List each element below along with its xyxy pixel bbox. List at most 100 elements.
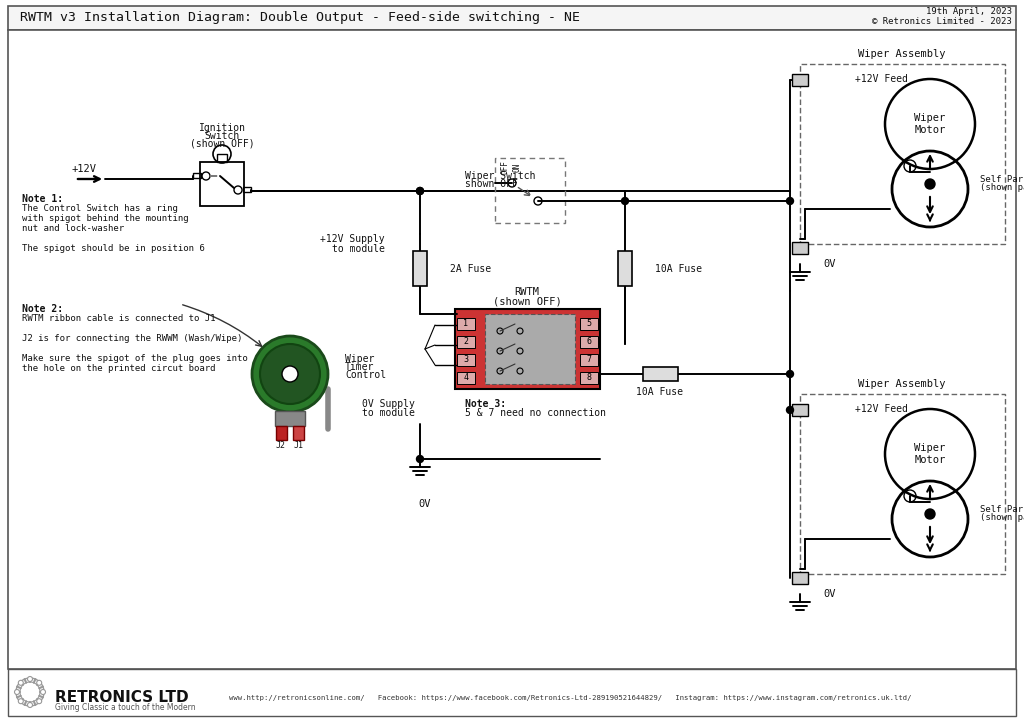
- Text: 0V: 0V: [823, 259, 837, 269]
- FancyBboxPatch shape: [580, 372, 598, 384]
- Circle shape: [260, 344, 319, 404]
- Text: 4: 4: [464, 374, 469, 382]
- Text: the hole on the printed circut board: the hole on the printed circut board: [22, 364, 215, 373]
- FancyBboxPatch shape: [457, 318, 475, 330]
- Text: 10A Fuse: 10A Fuse: [655, 264, 702, 274]
- Text: Wiper
Motor: Wiper Motor: [914, 113, 945, 135]
- Circle shape: [622, 198, 629, 204]
- Text: 7: 7: [587, 355, 592, 364]
- FancyBboxPatch shape: [8, 30, 1016, 669]
- Text: Note 1:: Note 1:: [22, 194, 63, 204]
- Circle shape: [786, 371, 794, 377]
- Circle shape: [417, 455, 424, 463]
- FancyBboxPatch shape: [457, 336, 475, 348]
- Text: Wiper Assembly: Wiper Assembly: [858, 379, 946, 389]
- FancyBboxPatch shape: [413, 251, 427, 286]
- Text: OFF: OFF: [501, 160, 510, 174]
- Text: 2A Fuse: 2A Fuse: [450, 264, 492, 274]
- FancyBboxPatch shape: [457, 354, 475, 366]
- Text: nut and lock-washer: nut and lock-washer: [22, 224, 124, 233]
- Circle shape: [37, 681, 42, 686]
- Text: 3: 3: [464, 355, 469, 364]
- Text: Wiper Switch: Wiper Switch: [465, 171, 536, 181]
- Text: Timer: Timer: [345, 362, 375, 372]
- Text: +12V Feed: +12V Feed: [855, 404, 908, 414]
- FancyBboxPatch shape: [455, 309, 600, 389]
- Text: Wiper
Motor: Wiper Motor: [914, 443, 945, 465]
- Circle shape: [417, 188, 424, 195]
- Circle shape: [252, 336, 328, 412]
- Circle shape: [18, 681, 24, 686]
- FancyBboxPatch shape: [580, 336, 598, 348]
- Circle shape: [925, 509, 935, 519]
- Text: RWTM v3 Installation Diagram: Double Output - Feed-side switching - NE: RWTM v3 Installation Diagram: Double Out…: [20, 12, 580, 25]
- Circle shape: [282, 366, 298, 382]
- Text: Note 2:: Note 2:: [22, 304, 63, 314]
- FancyBboxPatch shape: [580, 318, 598, 330]
- Text: J2 is for connecting the RWWM (Wash/Wipe): J2 is for connecting the RWWM (Wash/Wipe…: [22, 334, 243, 343]
- Text: 1: 1: [464, 319, 469, 329]
- Text: © Retronics Limited - 2023: © Retronics Limited - 2023: [872, 17, 1012, 25]
- Circle shape: [28, 702, 33, 707]
- FancyBboxPatch shape: [792, 404, 808, 416]
- FancyBboxPatch shape: [792, 242, 808, 254]
- Text: The Control Switch has a ring: The Control Switch has a ring: [22, 204, 178, 213]
- Text: (shown OFF): (shown OFF): [493, 296, 561, 306]
- FancyBboxPatch shape: [485, 314, 575, 384]
- FancyBboxPatch shape: [293, 426, 304, 440]
- Text: +12V Supply: +12V Supply: [321, 234, 385, 244]
- Text: Self Park Switch: Self Park Switch: [980, 174, 1024, 183]
- Circle shape: [41, 689, 45, 694]
- Text: 19th April, 2023: 19th April, 2023: [926, 7, 1012, 17]
- Text: The spigot should be in position 6: The spigot should be in position 6: [22, 244, 205, 253]
- Text: Make sure the spigot of the plug goes into: Make sure the spigot of the plug goes in…: [22, 354, 248, 363]
- Text: (shown parked): (shown parked): [980, 182, 1024, 192]
- Text: 5 & 7 need no connection: 5 & 7 need no connection: [465, 408, 606, 418]
- Text: Note 3:: Note 3:: [465, 399, 506, 409]
- Circle shape: [786, 406, 794, 413]
- Circle shape: [28, 676, 33, 681]
- Text: +12V Feed: +12V Feed: [855, 74, 908, 84]
- Text: with spigot behind the mounting: with spigot behind the mounting: [22, 214, 188, 223]
- Text: www.http://retronicsonline.com/   Facebook: https://www.facebook.com/Retronics-L: www.http://retronicsonline.com/ Facebook…: [228, 695, 911, 701]
- FancyBboxPatch shape: [643, 367, 678, 381]
- FancyBboxPatch shape: [8, 669, 1016, 716]
- Text: (shown parked): (shown parked): [980, 513, 1024, 521]
- Text: 0V Supply: 0V Supply: [362, 399, 415, 409]
- FancyBboxPatch shape: [275, 411, 305, 426]
- Text: +12V: +12V: [72, 164, 97, 174]
- Text: RWTM ribbon cable is connected to J1: RWTM ribbon cable is connected to J1: [22, 314, 215, 323]
- Text: Wiper Assembly: Wiper Assembly: [858, 49, 946, 59]
- Text: J1: J1: [294, 442, 304, 450]
- Text: Control: Control: [345, 370, 386, 380]
- Text: Switch: Switch: [205, 131, 240, 141]
- FancyBboxPatch shape: [276, 426, 287, 440]
- FancyBboxPatch shape: [792, 572, 808, 584]
- Text: 2: 2: [464, 337, 469, 347]
- Text: 0V: 0V: [823, 589, 837, 599]
- FancyBboxPatch shape: [792, 74, 808, 86]
- Text: J2: J2: [276, 442, 286, 450]
- Text: RWTM: RWTM: [514, 287, 540, 297]
- Text: 0V: 0V: [419, 499, 431, 509]
- FancyBboxPatch shape: [8, 6, 1016, 30]
- Text: 8: 8: [587, 374, 592, 382]
- Text: 6: 6: [587, 337, 592, 347]
- FancyBboxPatch shape: [580, 354, 598, 366]
- FancyBboxPatch shape: [618, 251, 632, 286]
- Text: Self Park Switch: Self Park Switch: [980, 505, 1024, 513]
- Text: to module: to module: [362, 408, 415, 418]
- Text: ON: ON: [512, 162, 521, 172]
- Circle shape: [417, 188, 424, 195]
- Circle shape: [786, 198, 794, 204]
- Text: Ignition: Ignition: [199, 123, 246, 133]
- FancyBboxPatch shape: [457, 372, 475, 384]
- Text: 5: 5: [587, 319, 592, 329]
- Text: RETRONICS LTD: RETRONICS LTD: [55, 691, 188, 705]
- Text: (shown OFF): (shown OFF): [189, 139, 254, 149]
- Circle shape: [925, 179, 935, 189]
- Text: shown OFF: shown OFF: [465, 179, 518, 189]
- Text: Wiper: Wiper: [345, 354, 375, 364]
- Text: Giving Classic a touch of the Modern: Giving Classic a touch of the Modern: [55, 702, 196, 712]
- Text: to module: to module: [332, 244, 385, 254]
